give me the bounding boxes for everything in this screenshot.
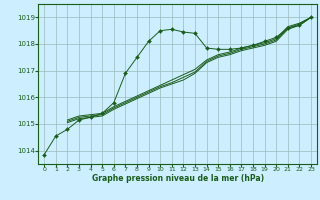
X-axis label: Graphe pression niveau de la mer (hPa): Graphe pression niveau de la mer (hPa): [92, 174, 264, 183]
